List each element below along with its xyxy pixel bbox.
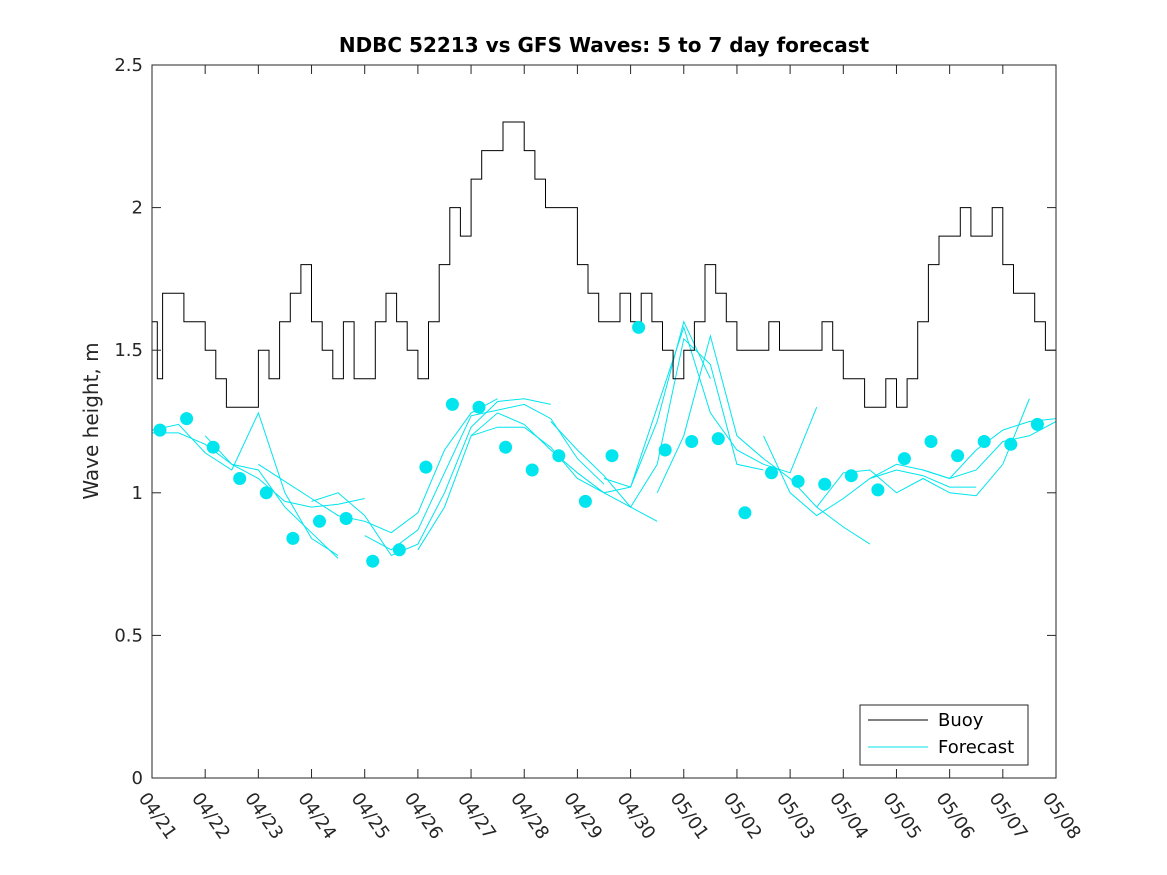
forecast-point — [392, 543, 406, 557]
legend: Buoy Forecast — [859, 704, 1029, 766]
buoy-series-line — [152, 121, 1057, 408]
forecast-point — [897, 452, 911, 466]
forecast-point — [472, 400, 486, 414]
forecast-point — [605, 449, 619, 463]
forecast-point — [339, 512, 353, 525]
legend-label-buoy: Buoy — [938, 710, 984, 731]
forecast-point — [844, 469, 858, 483]
y-axis-label: Wave height, m — [79, 342, 103, 499]
y-tick-label: 1.5 — [114, 340, 143, 361]
y-tick-label: 2 — [132, 198, 143, 219]
forecast-point — [445, 397, 459, 411]
forecast-point — [791, 474, 805, 488]
forecast-point — [685, 435, 699, 448]
plot-area — [152, 65, 1056, 778]
forecast-point — [525, 463, 539, 477]
forecast-point — [233, 472, 247, 485]
forecast-trace-10 — [656, 333, 871, 545]
forecast-point — [632, 320, 646, 334]
y-tick-label: 0.5 — [114, 625, 143, 646]
forecast-point — [738, 506, 752, 520]
forecast-trace-7 — [470, 320, 711, 494]
forecast-point — [419, 460, 433, 474]
forecast-point — [1004, 437, 1018, 451]
y-tick-label: 0 — [132, 768, 143, 789]
forecast-trace-4 — [311, 398, 551, 557]
legend-label-forecast: Forecast — [938, 737, 1014, 758]
forecast-point — [153, 423, 167, 437]
forecast-trace-2 — [204, 435, 365, 508]
forecast-point — [206, 440, 220, 454]
data-layer — [151, 121, 1057, 568]
forecast-point — [499, 440, 513, 454]
legend-box — [859, 704, 1029, 766]
forecast-point — [924, 435, 938, 448]
forecast-point — [871, 483, 885, 497]
axes-box — [151, 64, 1057, 779]
chart-title: NDBC 52213 vs GFS Waves: 5 to 7 day fore… — [339, 33, 870, 57]
forecast-point — [552, 449, 566, 463]
forecast-trace-1 — [151, 411, 339, 556]
forecast-point — [180, 412, 194, 426]
forecast-trace-5 — [364, 403, 605, 551]
forecast-point — [286, 531, 300, 545]
y-tick-label: 2.5 — [114, 55, 143, 76]
forecast-point — [711, 432, 725, 446]
forecast-trace-3 — [258, 398, 498, 534]
forecast-point — [578, 494, 592, 508]
forecast-trace-9 — [603, 325, 818, 488]
forecast-point — [366, 554, 380, 568]
forecast-point — [313, 514, 326, 528]
forecast-trace-0 — [152, 432, 339, 559]
forecast-point — [1030, 417, 1044, 431]
forecast-point — [765, 466, 778, 480]
forecast-trace-8 — [550, 337, 764, 508]
forecast-point — [951, 449, 965, 463]
forecast-point — [658, 443, 672, 457]
y-tick-label: 1 — [132, 483, 143, 504]
forecast-point — [818, 477, 832, 491]
forecast-trace-13 — [869, 421, 1057, 480]
forecast-point — [977, 435, 991, 448]
forecast-point — [259, 486, 273, 500]
